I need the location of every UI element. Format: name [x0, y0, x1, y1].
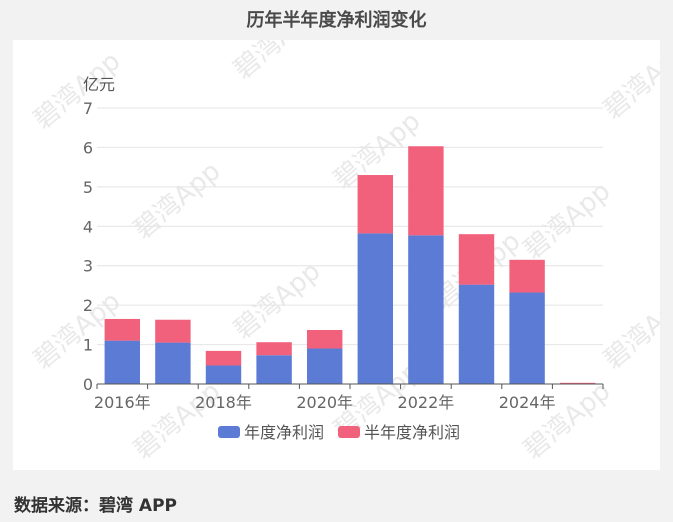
data-source: 数据来源：碧湾 APP — [14, 496, 177, 516]
y-tick-label: 5 — [83, 178, 93, 197]
bar-half-year-net-profit — [205, 350, 242, 366]
legend-swatch-half-year — [338, 426, 360, 438]
y-tick-label: 7 — [83, 99, 93, 118]
y-tick-label: 3 — [83, 257, 93, 276]
bar-half-year-net-profit — [509, 259, 545, 293]
watermark-text: 碧湾App — [518, 376, 616, 465]
y-tick-label: 6 — [83, 138, 93, 157]
y-tick-label: 4 — [83, 217, 93, 236]
y-axis-label: 亿元 — [83, 75, 115, 94]
bar-annual-net-profit — [104, 340, 141, 384]
legend-label-annual: 年度净利润 — [244, 423, 324, 442]
x-tick-label: 2020年 — [296, 393, 353, 412]
axes: 0 1 2 3 4 5 6 7 亿元 2016年 2018年 2020年 2022年 2024年 — [83, 75, 604, 412]
bar-half-year-net-profit — [104, 318, 141, 341]
bar-half-year-net-profit — [408, 146, 444, 236]
bar-annual-net-profit — [408, 235, 444, 384]
bar-annual-net-profit — [306, 348, 343, 384]
watermark-text: 碧湾App — [598, 286, 660, 375]
legend-label-half-year: 半年度净利润 — [364, 423, 460, 442]
legend-swatch-annual — [218, 426, 240, 438]
watermark-text: 碧湾App — [228, 40, 326, 85]
watermark-text: 碧湾App — [518, 176, 616, 265]
watermark-text: 碧湾App — [128, 156, 226, 245]
x-tick-label: 2018年 — [195, 393, 252, 412]
watermark-text: 碧湾App — [598, 40, 660, 125]
y-tick-label: 1 — [83, 336, 93, 355]
y-tick-label: 2 — [83, 296, 93, 315]
x-tick-label: 2024年 — [499, 393, 556, 412]
chart-card: 碧湾App 碧湾App 碧湾App 碧湾App 碧湾App 碧湾App 碧湾App 碧湾App… — [13, 0, 673, 470]
chart-title: 历年半年度净利润变化 — [246, 10, 427, 31]
bar-annual-net-profit — [155, 342, 191, 384]
watermark-text: 碧湾App — [128, 376, 226, 465]
bar-half-year-net-profit — [559, 382, 596, 384]
legend: 年度净利润 半年度净利润 — [218, 423, 460, 442]
bar-half-year-net-profit — [306, 329, 343, 349]
x-tick-label: 2022年 — [398, 393, 455, 412]
bar-half-year-net-profit — [357, 175, 394, 234]
bar-annual-net-profit — [509, 292, 545, 384]
x-tick-label: 2016年 — [94, 393, 151, 412]
y-tick-label: 0 — [83, 375, 93, 394]
bar-annual-net-profit — [205, 365, 242, 384]
bars — [104, 146, 596, 384]
watermark-text: 碧湾App — [428, 40, 526, 45]
bar-half-year-net-profit — [256, 342, 292, 356]
bar-half-year-net-profit — [458, 234, 495, 285]
bar-annual-net-profit — [458, 284, 495, 384]
bar-annual-net-profit — [256, 355, 292, 384]
bar-annual-net-profit — [357, 233, 394, 384]
bar-half-year-net-profit — [155, 319, 191, 343]
